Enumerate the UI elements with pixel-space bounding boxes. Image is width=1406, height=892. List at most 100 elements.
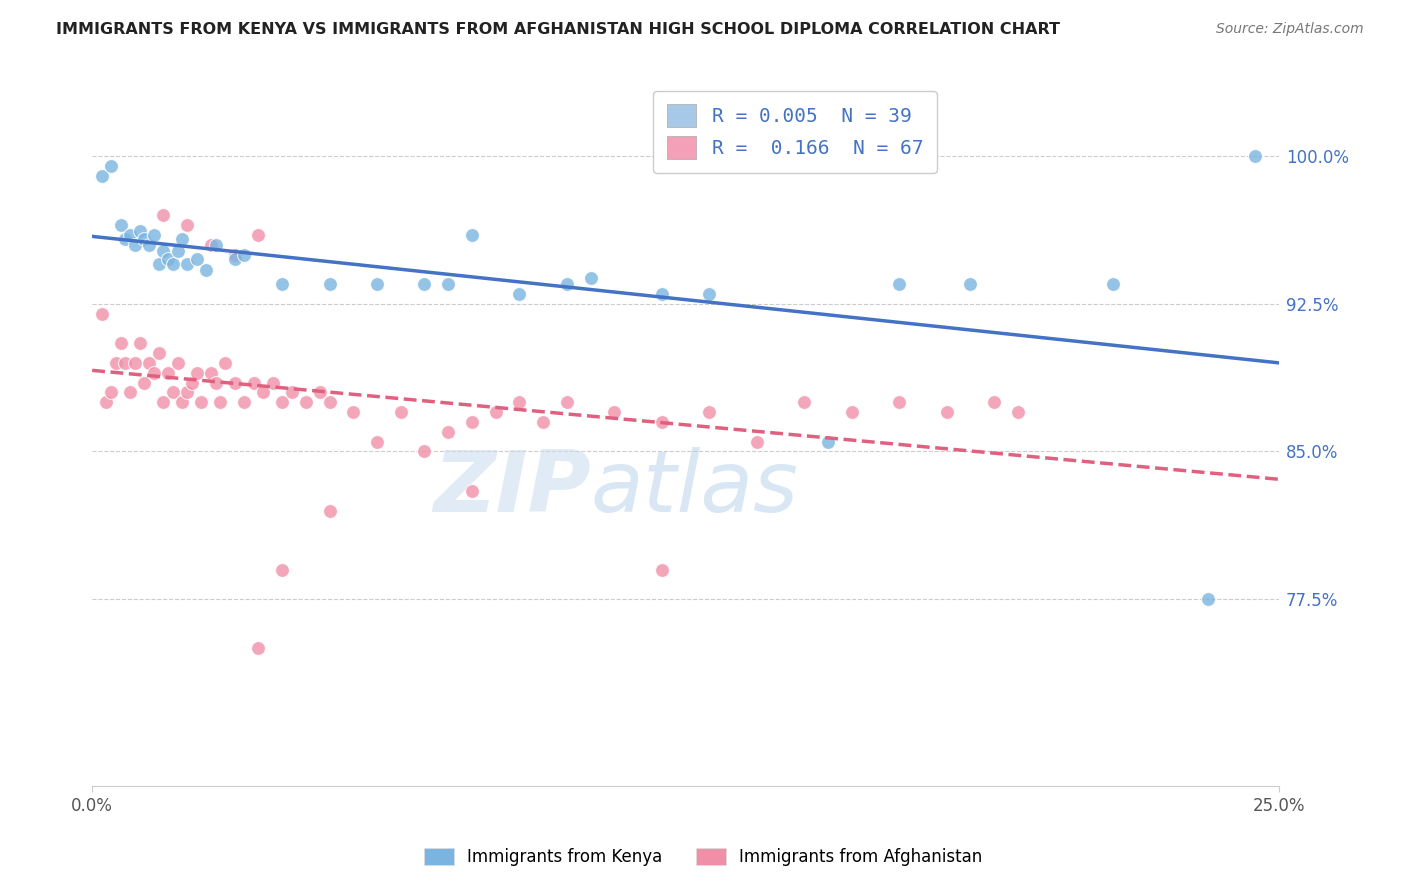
Point [104,356,127,370]
Point [697,405,720,419]
Point [100,385,122,400]
Point [157,366,180,380]
Point [342,405,364,419]
Point [204,237,226,252]
Legend: R = 0.005  N = 39, R =  0.166  N = 67: R = 0.005 N = 39, R = 0.166 N = 67 [654,91,936,172]
Point [209,395,232,409]
Point [157,252,180,266]
Point [461,227,484,242]
Point [366,434,388,449]
Point [437,425,460,439]
Point [176,218,198,232]
Point [271,277,294,292]
Point [271,395,294,409]
Point [555,277,578,292]
Point [148,257,170,271]
Point [508,287,530,301]
Point [233,395,256,409]
Point [603,405,626,419]
Point [90,169,112,183]
Point [162,385,184,400]
Point [100,159,122,173]
Point [186,366,208,380]
Point [120,385,142,400]
Point [172,395,194,409]
Point [485,405,508,419]
Point [233,247,256,261]
Point [887,277,910,292]
Point [252,385,274,400]
Point [180,376,202,390]
Text: Source: ZipAtlas.com: Source: ZipAtlas.com [1216,22,1364,37]
Point [555,395,578,409]
Point [114,232,136,246]
Point [134,376,156,390]
Point [389,405,412,419]
Point [366,277,388,292]
Point [124,356,146,370]
Point [461,415,484,429]
Point [983,395,1005,409]
Point [793,395,815,409]
Point [128,336,150,351]
Point [138,237,160,252]
Point [176,257,198,271]
Point [224,252,246,266]
Text: atlas: atlas [591,447,799,530]
Point [195,263,218,277]
Point [271,563,294,577]
Point [110,218,132,232]
Point [841,405,863,419]
Point [142,366,165,380]
Point [148,346,170,360]
Point [437,277,460,292]
Point [1244,149,1267,163]
Point [162,257,184,271]
Point [114,356,136,370]
Point [247,641,270,656]
Point [413,444,436,458]
Point [172,232,194,246]
Point [309,385,332,400]
Point [294,395,316,409]
Point [959,277,981,292]
Point [176,385,198,400]
Point [318,503,340,517]
Point [134,232,156,246]
Point [247,227,270,242]
Point [531,415,554,429]
Point [138,356,160,370]
Point [697,287,720,301]
Point [128,224,150,238]
Point [262,376,284,390]
Point [224,247,246,261]
Point [745,434,768,449]
Point [1197,592,1219,607]
Point [579,271,602,285]
Legend: Immigrants from Kenya, Immigrants from Afghanistan: Immigrants from Kenya, Immigrants from A… [415,840,991,875]
Point [166,244,188,258]
Point [887,395,910,409]
Point [413,277,436,292]
Point [200,366,222,380]
Point [166,356,188,370]
Point [152,208,174,222]
Text: ZIP: ZIP [433,447,591,530]
Point [280,385,302,400]
Point [152,395,174,409]
Point [935,405,957,419]
Point [124,237,146,252]
Point [1101,277,1123,292]
Point [461,483,484,498]
Point [318,395,340,409]
Point [242,376,264,390]
Point [318,277,340,292]
Point [651,287,673,301]
Point [651,415,673,429]
Point [152,244,174,258]
Point [110,336,132,351]
Point [817,434,839,449]
Point [190,395,212,409]
Point [214,356,236,370]
Point [1007,405,1029,419]
